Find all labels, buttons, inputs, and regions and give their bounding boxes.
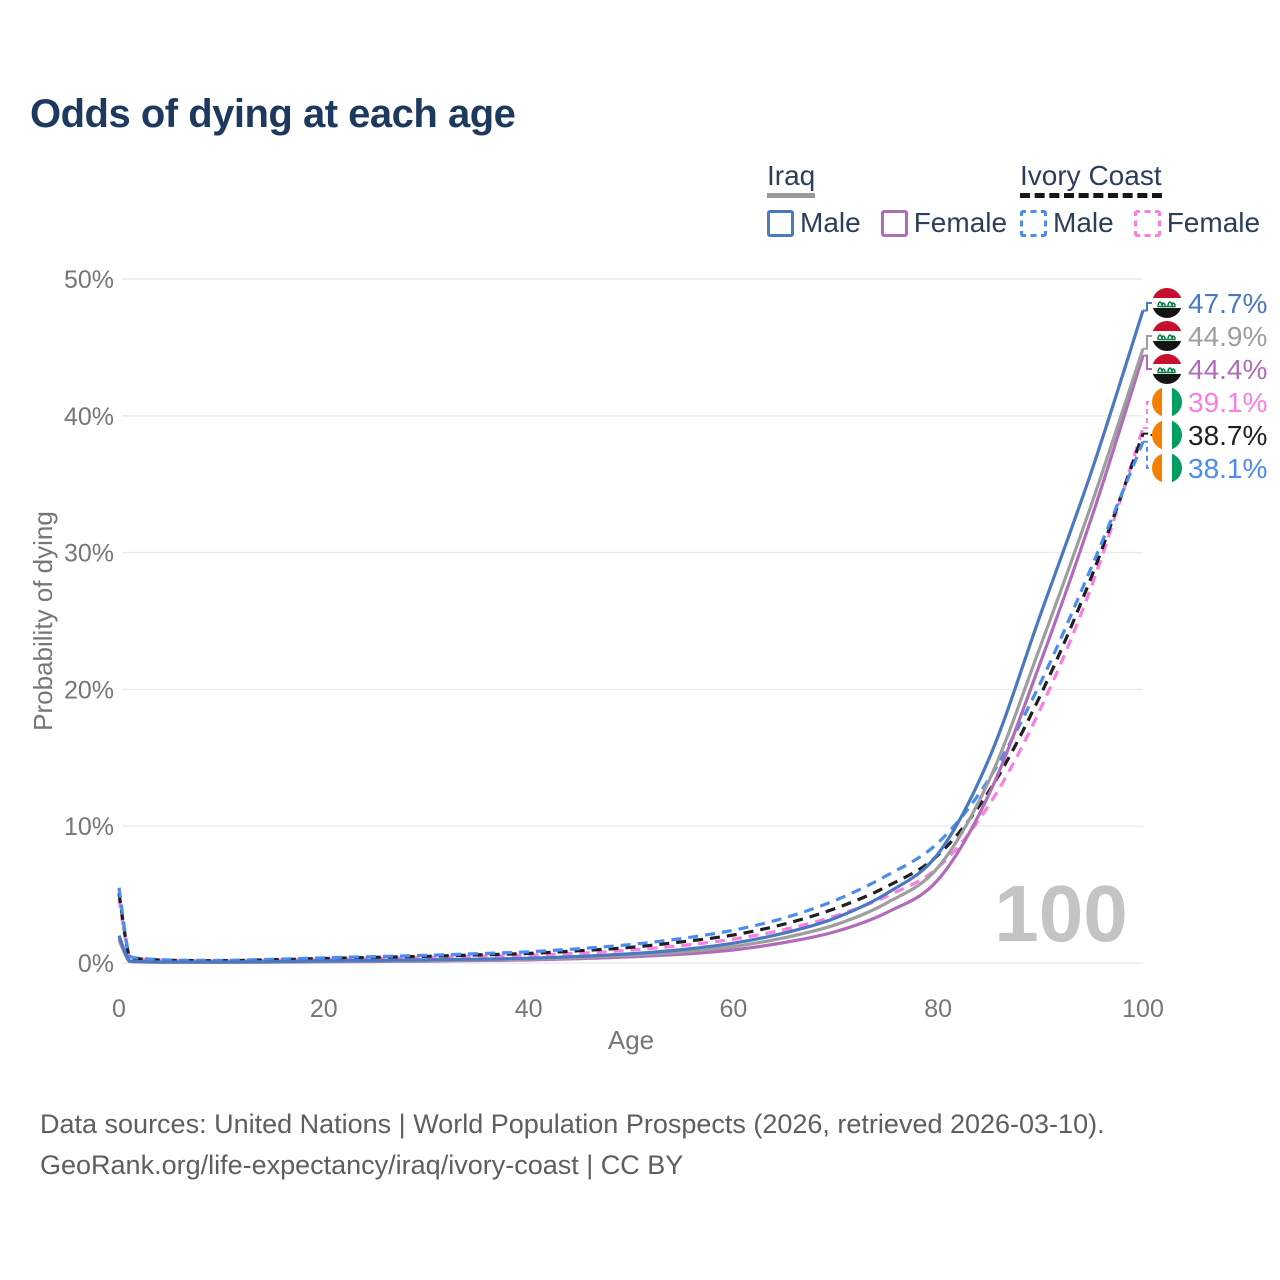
legend-item-label: Female (913, 207, 1008, 238)
y-axis-title: Probability of dying (28, 511, 58, 731)
end-label-connector (1143, 302, 1152, 312)
footer-attribution: GeoRank.org/life-expectancy/iraq/ivory-c… (40, 1150, 684, 1180)
y-tick-50%: 50% (64, 266, 114, 294)
legend: Iraq Male Female Ivory Coast Male Female (0, 160, 1280, 240)
end-label-connector (1143, 354, 1152, 370)
legend-item-label: Male (800, 207, 861, 238)
series-line-ivory-coast-male (117, 441, 1145, 962)
end-value-label-iraq-both-sexes: 44.9% (1188, 321, 1267, 352)
legend-items-iraq: Male Female (767, 207, 1007, 239)
end-value-label-iraq-male: 47.7% (1188, 288, 1267, 319)
y-tick-30%: 30% (64, 540, 114, 568)
legend-item-label: Female (1166, 207, 1261, 238)
x-tick-100: 100 (1122, 995, 1164, 1023)
x-tick-40: 40 (515, 995, 543, 1023)
legend-swatch-icon (1020, 209, 1047, 237)
x-tick-0: 0 (112, 995, 126, 1023)
page-title: Odds of dying at each age (30, 92, 516, 136)
legend-item-ivory-coast-male[interactable]: Male (1020, 207, 1114, 239)
end-value-label-ivory-coast-both-sexes: 38.7% (1188, 420, 1267, 451)
legend-group-ivory-coast: Ivory Coast Male Female (1020, 160, 1260, 239)
x-tick-60: 60 (719, 995, 747, 1023)
end-label-connector (1143, 432, 1152, 436)
end-value-label-ivory-coast-male: 38.1% (1188, 453, 1267, 484)
legend-group-title-ivory-coast: Ivory Coast (1020, 160, 1162, 198)
legend-item-label: Male (1053, 207, 1114, 238)
y-tick-40%: 40% (64, 403, 114, 431)
ivory-coast-flag-icon (1152, 387, 1182, 417)
legend-item-ivory-coast-female[interactable]: Female (1133, 207, 1261, 239)
ivory-coast-flag-icon (1152, 453, 1182, 483)
x-tick-80: 80 (924, 995, 952, 1023)
legend-swatch-icon (880, 209, 908, 237)
y-tick-20%: 20% (64, 676, 114, 704)
y-tick-10%: 10% (64, 813, 114, 841)
legend-item-iraq-male[interactable]: Male (767, 207, 861, 239)
legend-group-title-iraq: Iraq (767, 160, 816, 198)
end-label-connector (1143, 335, 1152, 350)
footer: Data sources: United Nations | World Pop… (40, 1104, 1105, 1186)
iraq-flag-icon (1152, 321, 1182, 351)
series-line-ivory-coast-female (117, 427, 1145, 963)
x-tick-20: 20 (310, 995, 338, 1023)
y-tick-0%: 0% (78, 950, 114, 978)
series-line-ivory-coast-both-sexes (117, 433, 1145, 963)
legend-group-iraq: Iraq Male Female (767, 160, 1007, 239)
end-label-connector (1143, 401, 1152, 430)
ivory-coast-flag-icon (1152, 420, 1182, 450)
end-value-label-iraq-female: 44.4% (1188, 354, 1267, 385)
age-cursor: 100 (994, 869, 1127, 958)
footer-data-sources: Data sources: United Nations | World Pop… (40, 1109, 1105, 1139)
series-line-iraq-male (117, 310, 1145, 964)
series-line-iraq-female (117, 355, 1145, 964)
iraq-flag-icon (1152, 288, 1182, 318)
iraq-flag-icon (1152, 354, 1182, 384)
legend-swatch-icon (1133, 209, 1161, 237)
legend-swatch-icon (767, 209, 794, 237)
series-line-iraq-both-sexes (117, 348, 1145, 964)
end-value-label-ivory-coast-female: 39.1% (1188, 387, 1267, 418)
legend-item-iraq-female[interactable]: Female (880, 207, 1008, 239)
end-label-connector (1143, 440, 1152, 469)
legend-items-ivory-coast: Male Female (1020, 207, 1260, 239)
x-axis-title: Age (608, 1025, 654, 1055)
